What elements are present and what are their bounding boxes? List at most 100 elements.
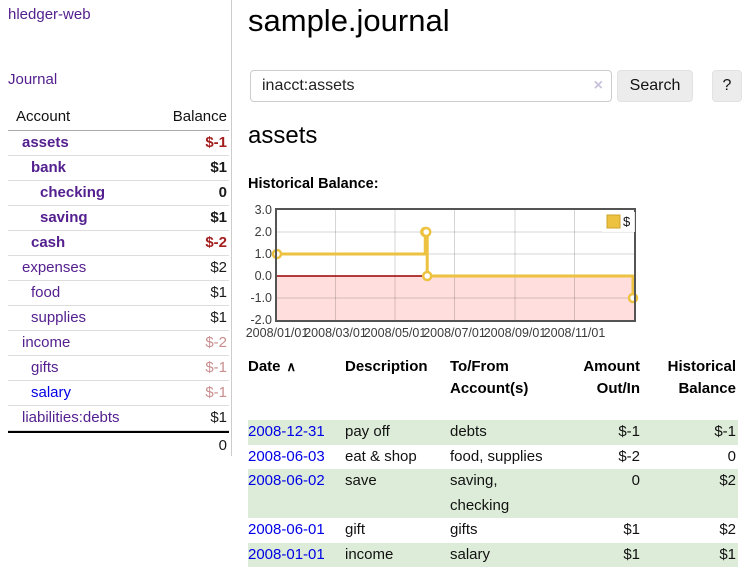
register-header-accounts-line1: To/From [450, 358, 509, 375]
nav-journal-link[interactable]: Journal [8, 71, 58, 88]
transaction-date-link[interactable]: 2008-06-01 [248, 521, 325, 538]
register-header-balance-line2: Balance [678, 380, 736, 397]
y-axis-tick-label: -1.0 [250, 291, 272, 305]
accounts-total-row: 0 [8, 431, 229, 459]
register-table: Date ∧ Description To/From Account(s) Amo… [248, 356, 738, 567]
register-date-cell: 2008-06-02 [248, 469, 345, 518]
accounts-panel-header: Account Balance [8, 104, 229, 131]
register-header-amount-line2: Out/In [596, 380, 640, 397]
register-balance-cell: 0 [727, 447, 736, 465]
register-balance-cell: $1 [719, 545, 736, 563]
sidebar-account-row: salary $-1 [8, 381, 229, 406]
sidebar-account-link[interactable]: gifts [31, 359, 59, 376]
transaction-date-link[interactable]: 2008-12-31 [248, 423, 325, 440]
register-row: 2008-06-03 eat & shop food, supplies $-2 0 [248, 445, 738, 470]
legend-swatch-icon [606, 214, 621, 229]
account-tree: assets $-1 bank $1 checking 0 saving $1 cash $-2 e… [8, 131, 229, 431]
balance-chart: 3.0 2.0 1.0 0.0 -1.0 -2.02008/01/012008/03/01… [246, 203, 639, 340]
transaction-date-link[interactable]: 2008-01-01 [248, 545, 325, 563]
sidebar-account-link[interactable]: expenses [22, 259, 87, 276]
register-header-accounts: To/From Account(s) [450, 356, 560, 420]
sidebar-account-link[interactable]: income [22, 334, 71, 351]
sidebar-account-link[interactable]: saving [40, 209, 88, 226]
search-input-wrap: × [250, 70, 612, 102]
register-description-cell: income [345, 545, 394, 563]
account-balance: $1 [210, 284, 227, 301]
clear-search-icon[interactable]: × [593, 77, 603, 94]
register-row: 2008-06-02 save saving, checking 0 $2 [248, 469, 738, 518]
y-axis-tick-label: 3.0 [255, 203, 272, 217]
app-brand-link[interactable]: hledger-web [8, 6, 91, 23]
accounts-panel: Account Balance assets $-1 bank $1 checking 0… [8, 104, 229, 459]
register-header-balance-line1: Historical [667, 358, 736, 375]
sidebar-account-row: liabilities:debts $1 [8, 406, 229, 431]
sidebar-account-row: income $-2 [8, 331, 229, 356]
accounts-header-account: Account [16, 108, 71, 125]
register-description-cell: save [345, 472, 377, 489]
account-balance: $1 [210, 209, 227, 226]
account-heading: assets [248, 122, 318, 149]
x-axis-tick-label: 2008/07/01 [423, 326, 486, 340]
plot-border [275, 208, 636, 322]
register-description-cell: eat & shop [345, 447, 417, 465]
chart-title: Historical Balance: [248, 176, 379, 192]
register-accounts-cell: food, supplies [450, 447, 543, 465]
sidebar-account-row: assets $-1 [8, 131, 229, 156]
account-balance: $-2 [205, 334, 227, 351]
sidebar: hledger-web Journal Account Balance asse… [0, 0, 232, 456]
sidebar-account-link[interactable]: assets [22, 134, 69, 151]
register-header-amount-line1: Amount [583, 358, 640, 375]
register-balance-cell: $-1 [714, 423, 736, 440]
register-row: 2008-06-01 gift gifts $1 $2 [248, 518, 738, 543]
x-axis-tick-label: 2008/01/01 [246, 326, 308, 340]
x-axis-tick-label: 2008/03/01 [304, 326, 367, 340]
transaction-date-link[interactable]: 2008-06-03 [248, 447, 325, 465]
register-accounts-cell: salary [450, 545, 491, 563]
transaction-date-link[interactable]: 2008-06-02 [248, 472, 325, 489]
sidebar-account-link[interactable]: food [31, 284, 61, 301]
sidebar-account-link[interactable]: checking [40, 184, 106, 201]
register-date-cell: 2008-12-31 [248, 420, 345, 445]
sort-ascending-icon: ∧ [286, 359, 297, 374]
help-button[interactable]: ? [712, 70, 742, 102]
sidebar-account-link[interactable]: bank [31, 159, 67, 176]
register-header-balance: Historical Balance [642, 356, 738, 420]
register-balance-cell: $2 [719, 521, 736, 538]
register-accounts-cell: debts [450, 423, 487, 440]
sidebar-account-row: supplies $1 [8, 306, 229, 331]
register-amount-cell: 0 [631, 472, 640, 489]
sidebar-account-row: checking 0 [8, 181, 229, 206]
search-button[interactable]: Search [617, 70, 693, 102]
main-content: sample.journal × Search ? assets Histori… [246, 0, 742, 582]
register-header-date: Date [248, 358, 281, 375]
account-balance: $1 [210, 159, 227, 176]
register-amount-cell: $-2 [618, 447, 640, 465]
account-balance: $1 [210, 409, 227, 426]
x-axis-tick-label: 2008/05/01 [364, 326, 427, 340]
register-amount-cell: $1 [623, 545, 640, 563]
sidebar-account-link[interactable]: supplies [31, 309, 87, 326]
accounts-header-balance: Balance [172, 108, 227, 125]
search-form: × Search ? [248, 70, 742, 102]
register-header-date-cell[interactable]: Date ∧ [248, 356, 345, 420]
account-balance: $-1 [205, 134, 227, 151]
legend-label: $ [623, 214, 631, 229]
sidebar-account-row: cash $-2 [8, 231, 229, 256]
y-axis-tick-label: -2.0 [250, 313, 272, 327]
register-accounts-cell: saving, checking [450, 472, 510, 514]
sidebar-account-row: food $1 [8, 281, 229, 306]
account-balance: $2 [210, 259, 227, 276]
sidebar-account-link[interactable]: salary [31, 384, 72, 401]
account-balance: $-1 [205, 384, 227, 401]
sidebar-account-link[interactable]: cash [31, 234, 66, 251]
register-body: 2008-12-31 pay off debts $-1 $-1 2008-06-03 ea… [248, 420, 738, 567]
register-amount-cell: $1 [623, 521, 640, 538]
register-description-cell: pay off [345, 423, 390, 440]
sidebar-account-row: expenses $2 [8, 256, 229, 281]
search-input[interactable] [250, 70, 612, 102]
sidebar-account-link[interactable]: liabilities:debts [22, 409, 120, 426]
negative-region [277, 276, 634, 320]
register-header-description: Description [345, 358, 428, 375]
data-point-marker [421, 270, 433, 282]
